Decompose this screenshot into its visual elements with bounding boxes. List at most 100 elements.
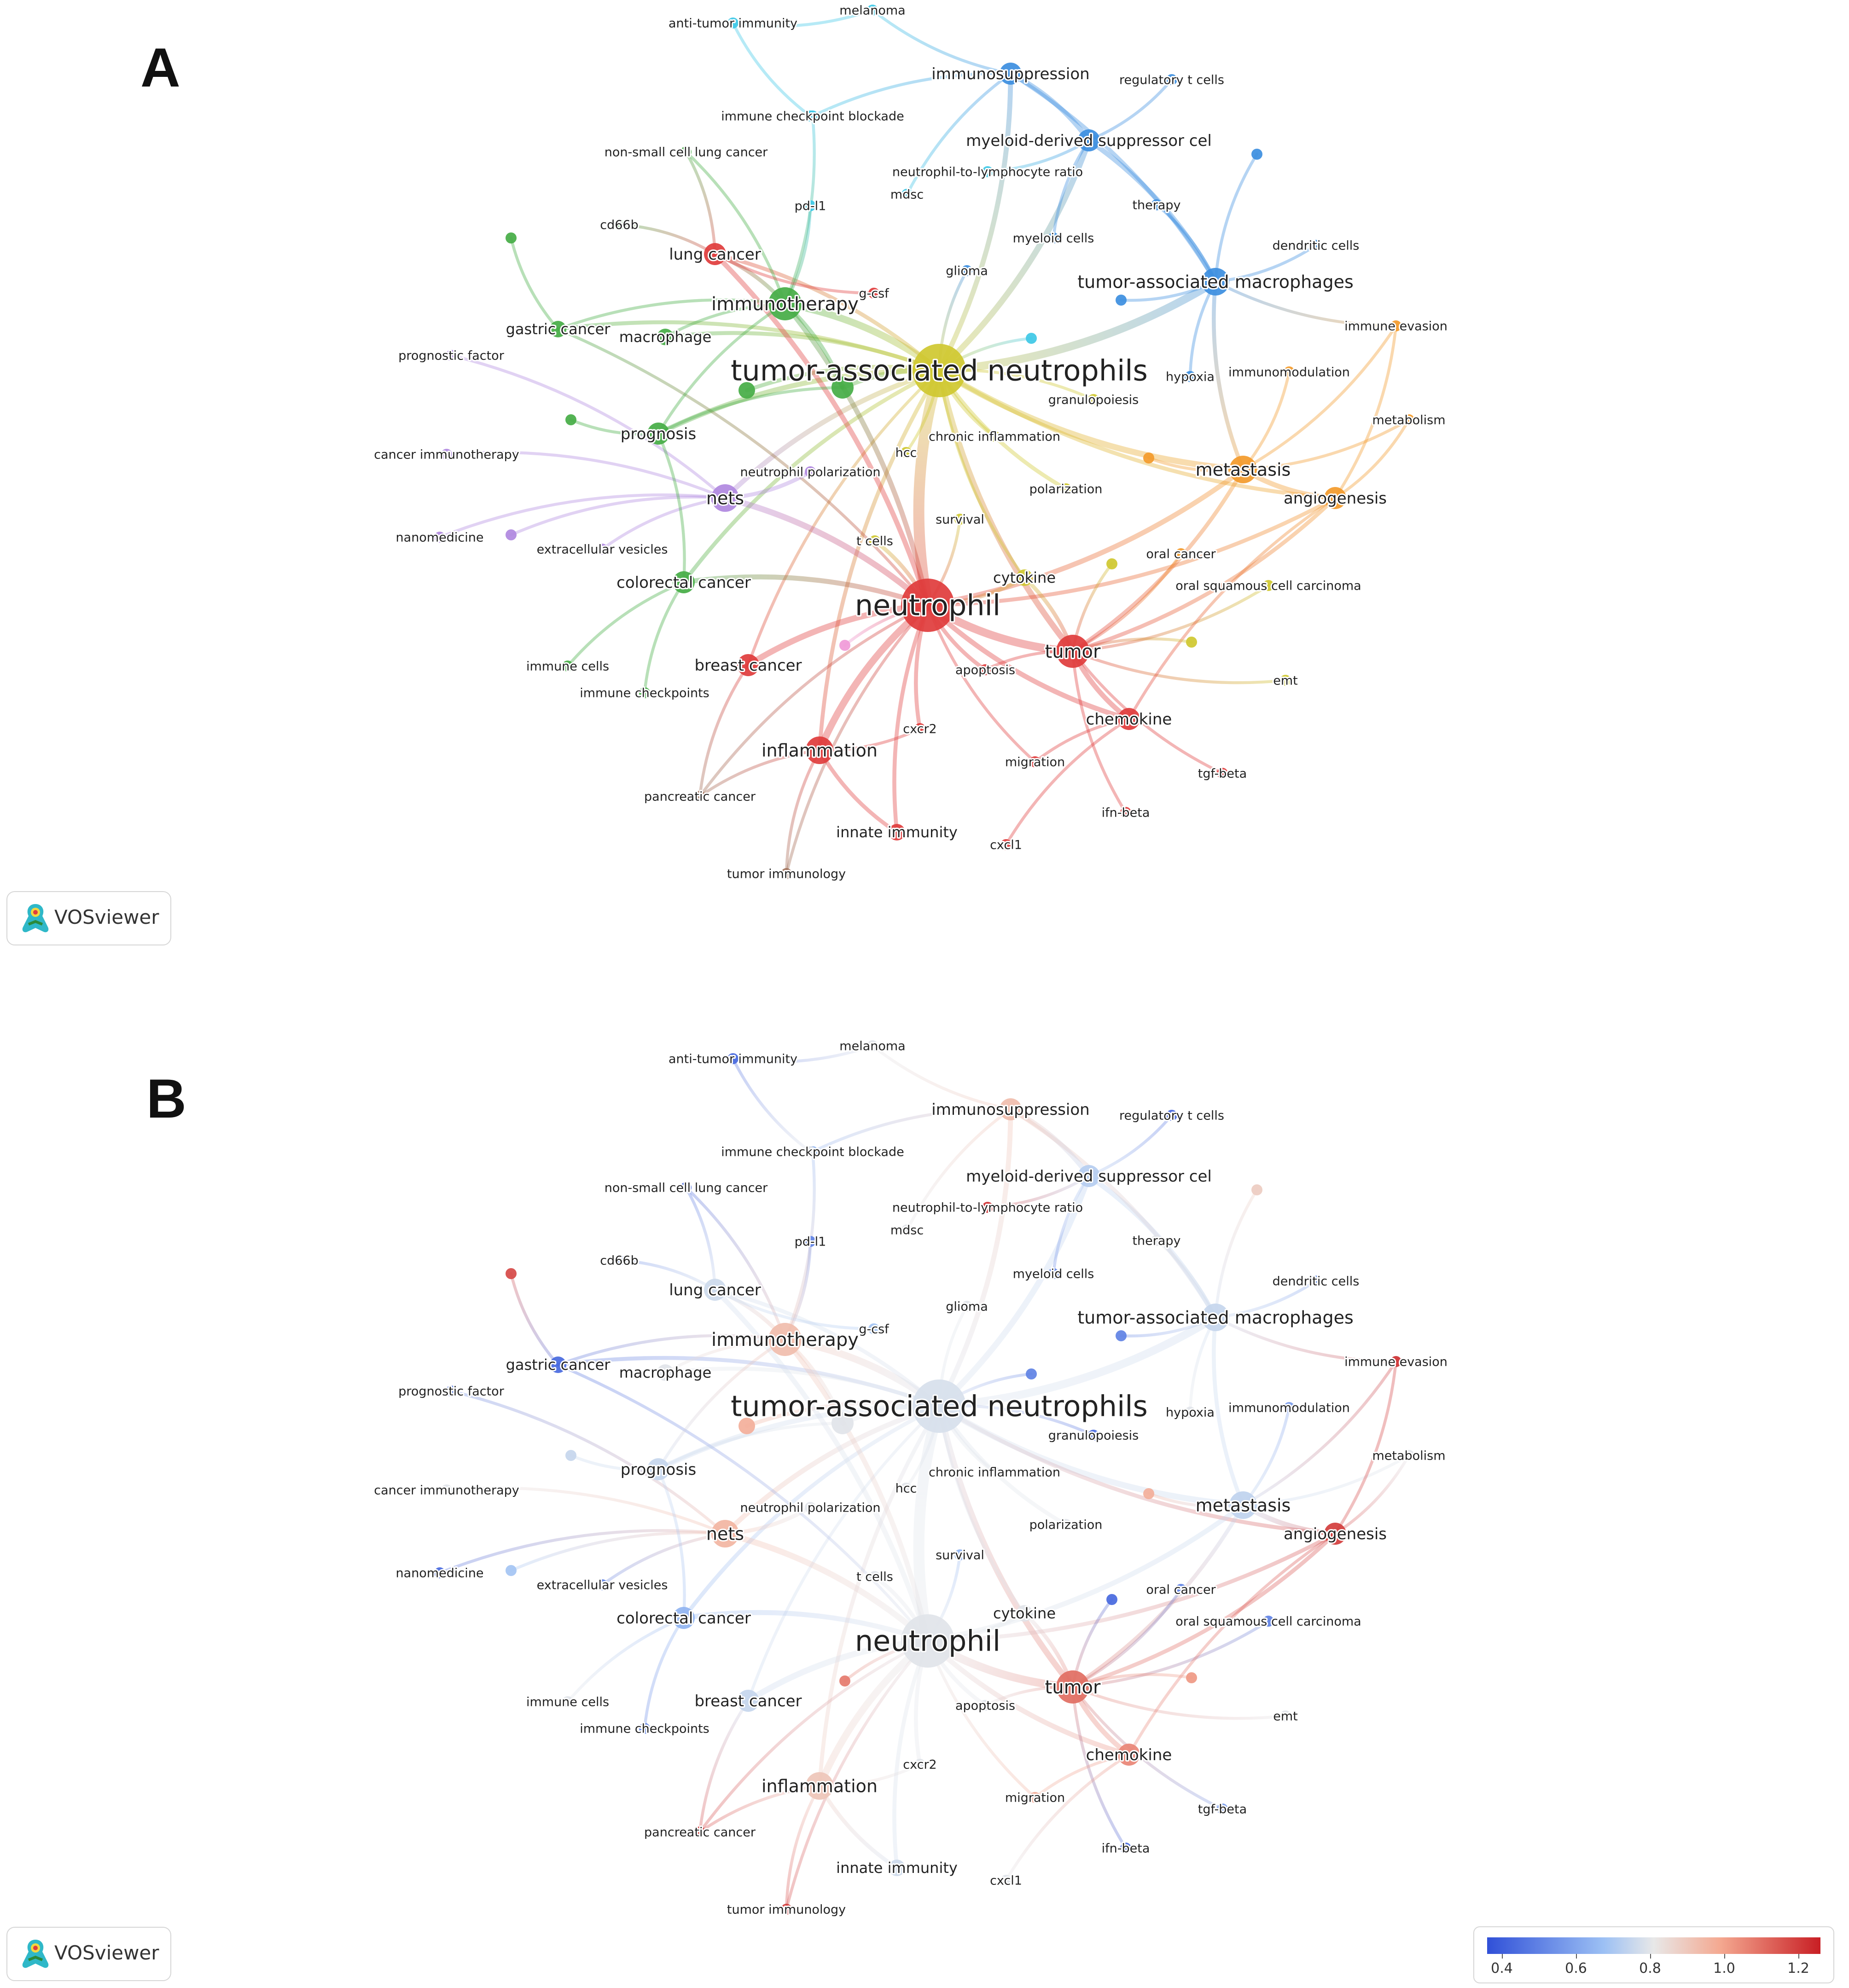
keyword-node[interactable] bbox=[1284, 1402, 1295, 1413]
keyword-node[interactable] bbox=[1310, 1275, 1321, 1287]
keyword-node[interactable] bbox=[1390, 320, 1401, 331]
keyword-node[interactable] bbox=[673, 571, 695, 593]
keyword-node[interactable] bbox=[954, 514, 965, 525]
keyword-node[interactable] bbox=[647, 1458, 669, 1480]
keyword-node[interactable] bbox=[901, 447, 912, 458]
keyword-node[interactable] bbox=[1078, 1165, 1100, 1187]
keyword-node[interactable] bbox=[1229, 1491, 1257, 1519]
keyword-node[interactable] bbox=[434, 532, 445, 543]
keyword-node[interactable] bbox=[805, 1236, 816, 1247]
keyword-node[interactable] bbox=[1324, 487, 1346, 509]
keyword-node[interactable] bbox=[506, 529, 517, 540]
keyword-node[interactable] bbox=[868, 1323, 879, 1334]
keyword-node[interactable] bbox=[562, 1696, 573, 1707]
keyword-node[interactable] bbox=[982, 166, 993, 177]
keyword-node[interactable] bbox=[1116, 1330, 1127, 1341]
keyword-node[interactable] bbox=[657, 329, 674, 345]
keyword-node[interactable] bbox=[1000, 63, 1022, 85]
keyword-node[interactable] bbox=[1185, 371, 1196, 382]
keyword-node[interactable] bbox=[831, 1412, 854, 1434]
keyword-node[interactable] bbox=[1175, 548, 1186, 559]
keyword-node[interactable] bbox=[805, 200, 816, 211]
keyword-node[interactable] bbox=[839, 1675, 850, 1687]
keyword-node[interactable] bbox=[565, 1450, 576, 1461]
keyword-node[interactable] bbox=[1403, 414, 1414, 425]
keyword-node[interactable] bbox=[738, 1418, 755, 1434]
keyword-node[interactable] bbox=[805, 466, 816, 477]
keyword-node[interactable] bbox=[446, 1385, 457, 1397]
keyword-node[interactable] bbox=[768, 1323, 802, 1356]
keyword-node[interactable] bbox=[737, 654, 759, 676]
keyword-node[interactable] bbox=[889, 824, 905, 840]
keyword-node[interactable] bbox=[1166, 74, 1177, 85]
keyword-node[interactable] bbox=[1106, 1594, 1117, 1605]
keyword-node[interactable] bbox=[1060, 1519, 1071, 1530]
keyword-node[interactable] bbox=[1310, 240, 1321, 251]
keyword-node[interactable] bbox=[506, 232, 517, 243]
keyword-node[interactable] bbox=[441, 1484, 452, 1495]
keyword-node[interactable] bbox=[913, 344, 966, 397]
keyword-node[interactable] bbox=[781, 1904, 792, 1915]
keyword-node[interactable] bbox=[657, 1364, 674, 1381]
keyword-node[interactable] bbox=[1186, 637, 1197, 648]
keyword-node[interactable] bbox=[565, 414, 576, 425]
keyword-node[interactable] bbox=[673, 1607, 695, 1629]
keyword-node[interactable] bbox=[1186, 1672, 1197, 1683]
keyword-node[interactable] bbox=[446, 350, 457, 361]
keyword-node[interactable] bbox=[1143, 1488, 1154, 1499]
keyword-node[interactable] bbox=[1016, 1605, 1033, 1622]
keyword-node[interactable] bbox=[1048, 1268, 1059, 1279]
keyword-node[interactable] bbox=[1000, 839, 1012, 850]
keyword-node[interactable] bbox=[1118, 708, 1140, 730]
keyword-node[interactable] bbox=[768, 287, 802, 320]
keyword-node[interactable] bbox=[614, 1255, 625, 1266]
keyword-node[interactable] bbox=[806, 1772, 833, 1800]
keyword-node[interactable] bbox=[980, 1700, 991, 1711]
keyword-node[interactable] bbox=[1060, 483, 1071, 494]
keyword-node[interactable] bbox=[869, 535, 880, 546]
keyword-node[interactable] bbox=[805, 1146, 816, 1157]
keyword-node[interactable] bbox=[805, 1502, 816, 1513]
keyword-node[interactable] bbox=[1263, 580, 1274, 591]
keyword-node[interactable] bbox=[738, 382, 755, 399]
keyword-node[interactable] bbox=[1263, 1616, 1274, 1627]
keyword-node[interactable] bbox=[1151, 1235, 1162, 1246]
keyword-node[interactable] bbox=[982, 1202, 993, 1213]
keyword-node[interactable] bbox=[1056, 1670, 1089, 1704]
keyword-node[interactable] bbox=[868, 288, 879, 299]
keyword-node[interactable] bbox=[954, 1549, 965, 1560]
keyword-node[interactable] bbox=[1280, 675, 1291, 686]
keyword-node[interactable] bbox=[914, 1759, 925, 1770]
keyword-node[interactable] bbox=[1056, 635, 1089, 668]
keyword-node[interactable] bbox=[961, 1301, 972, 1312]
keyword-node[interactable] bbox=[506, 1565, 517, 1576]
keyword-node[interactable] bbox=[1026, 333, 1037, 344]
keyword-node[interactable] bbox=[1284, 366, 1295, 377]
keyword-node[interactable] bbox=[1106, 558, 1117, 569]
keyword-node[interactable] bbox=[901, 1614, 954, 1668]
keyword-node[interactable] bbox=[434, 1567, 445, 1578]
keyword-node[interactable] bbox=[704, 243, 726, 265]
keyword-node[interactable] bbox=[597, 544, 608, 555]
keyword-node[interactable] bbox=[704, 1279, 726, 1301]
keyword-node[interactable] bbox=[989, 1466, 1000, 1478]
keyword-node[interactable] bbox=[901, 579, 954, 632]
keyword-node[interactable] bbox=[980, 664, 991, 675]
keyword-node[interactable] bbox=[1151, 199, 1162, 210]
keyword-node[interactable] bbox=[1280, 1710, 1291, 1721]
keyword-node[interactable] bbox=[1175, 1584, 1186, 1595]
keyword-node[interactable] bbox=[867, 1040, 878, 1051]
keyword-node[interactable] bbox=[839, 640, 850, 651]
keyword-node[interactable] bbox=[1088, 1430, 1099, 1441]
keyword-node[interactable] bbox=[1016, 569, 1033, 586]
keyword-node[interactable] bbox=[869, 1571, 880, 1582]
keyword-node[interactable] bbox=[1078, 129, 1100, 151]
keyword-node[interactable] bbox=[727, 17, 738, 29]
keyword-node[interactable] bbox=[639, 1723, 650, 1734]
keyword-node[interactable] bbox=[1088, 394, 1099, 405]
keyword-node[interactable] bbox=[597, 1579, 608, 1590]
keyword-node[interactable] bbox=[901, 1224, 913, 1235]
keyword-node[interactable] bbox=[441, 449, 452, 460]
keyword-node[interactable] bbox=[1000, 1098, 1022, 1120]
keyword-node[interactable] bbox=[647, 423, 669, 445]
